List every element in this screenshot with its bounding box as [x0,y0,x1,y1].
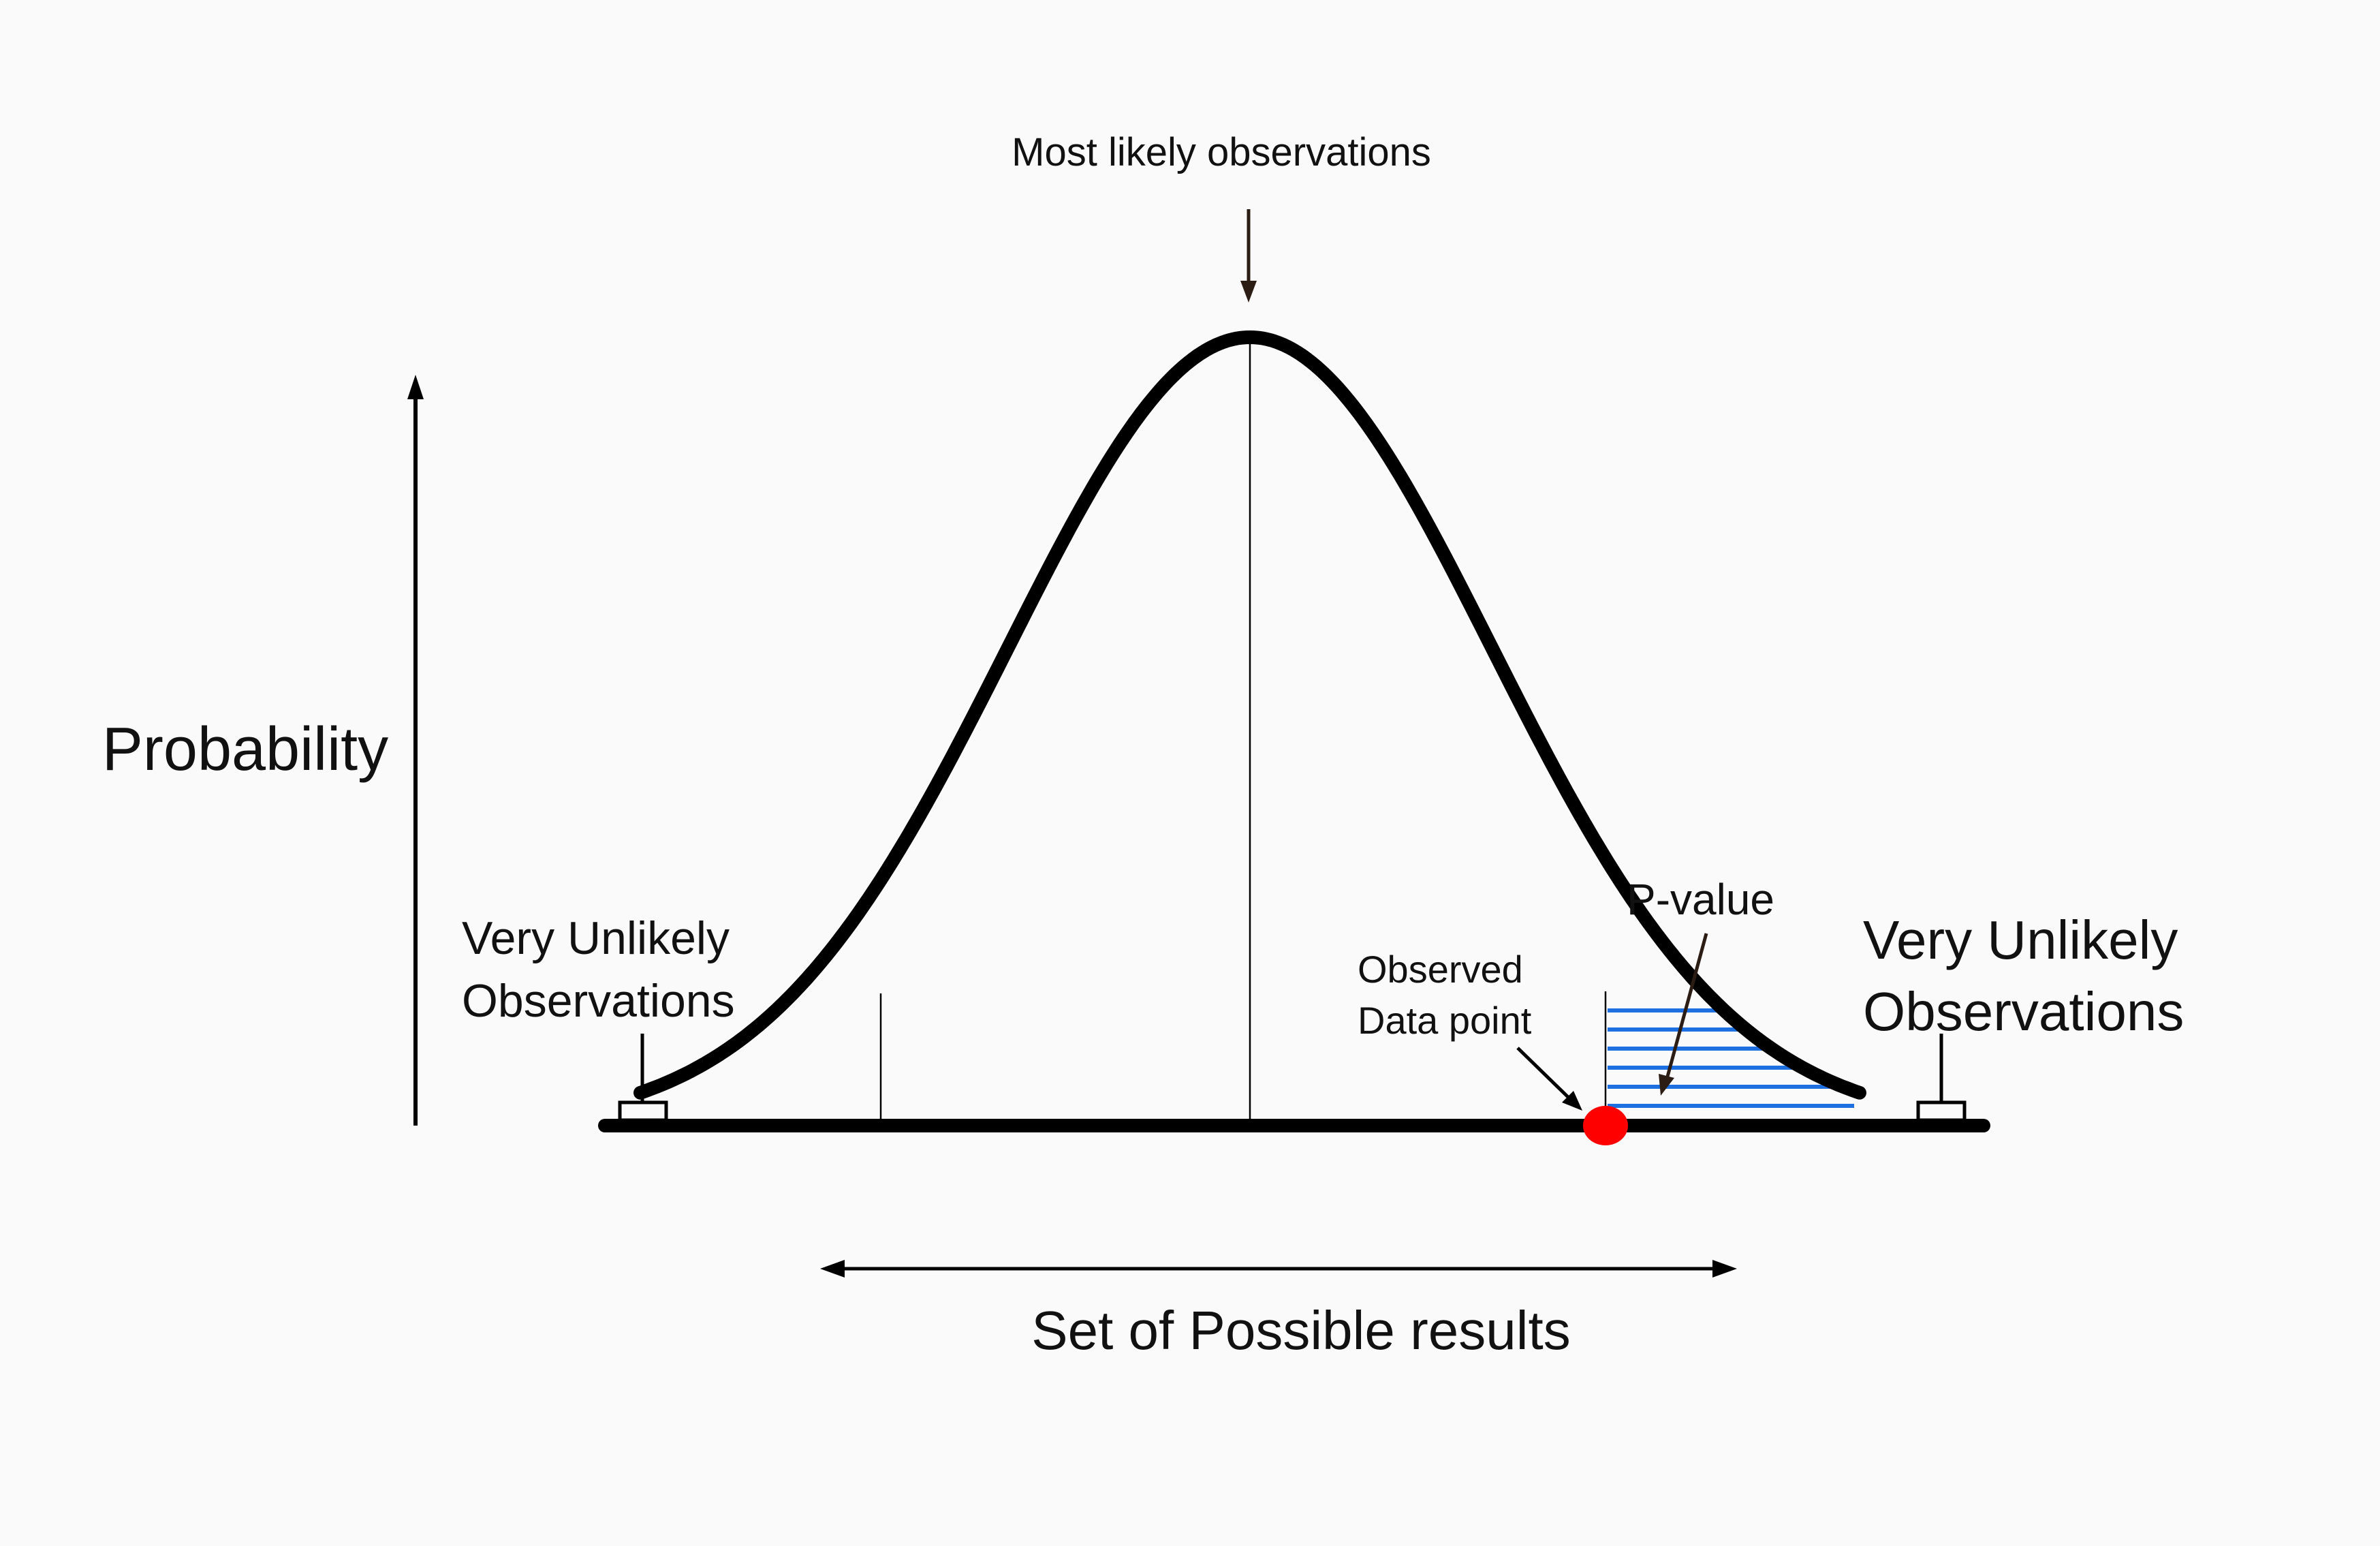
top-arrow-head [1240,281,1257,303]
x-range-arrow-head-right [1712,1260,1737,1278]
left-tail-label-line2: Observations [462,975,735,1027]
observed-arrow-head [1562,1091,1582,1111]
bell-curve [633,330,1866,1100]
observed-data-point [1583,1106,1628,1145]
right-tail-label-line2: Observations [1863,981,2184,1042]
observed-arrow-shaft [1516,1047,1571,1100]
observed-label-line2: Data point [1358,999,1532,1042]
observed-label-line1: Observed [1358,948,1523,991]
y-axis-label: Probability [102,715,388,784]
p-value-hatch-region [1608,1008,1854,1108]
right-tail-marker [1916,1100,1967,1122]
p-value-arrow-shaft [1665,933,1708,1077]
x-axis-label: Set of Possible results [1031,1300,1570,1361]
x-range-arrow-head-left [820,1260,845,1278]
y-axis-arrow-head [407,375,424,399]
top-label: Most likely observations [1012,130,1431,174]
left-tail-label-line1: Very Unlikely [462,912,730,964]
right-tail-label-line1: Very Unlikely [1863,910,2178,970]
p-value-arrow-head [1659,1074,1674,1096]
p-value-label: P-value [1627,875,1774,924]
left-tail-marker [618,1100,668,1122]
